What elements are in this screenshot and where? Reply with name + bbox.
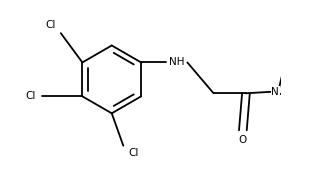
Text: Cl: Cl	[46, 20, 56, 31]
Text: N: N	[271, 87, 279, 97]
Text: O: O	[239, 134, 247, 144]
Text: Cl: Cl	[26, 91, 36, 101]
Text: Cl: Cl	[128, 148, 139, 158]
Text: NH: NH	[169, 57, 184, 68]
